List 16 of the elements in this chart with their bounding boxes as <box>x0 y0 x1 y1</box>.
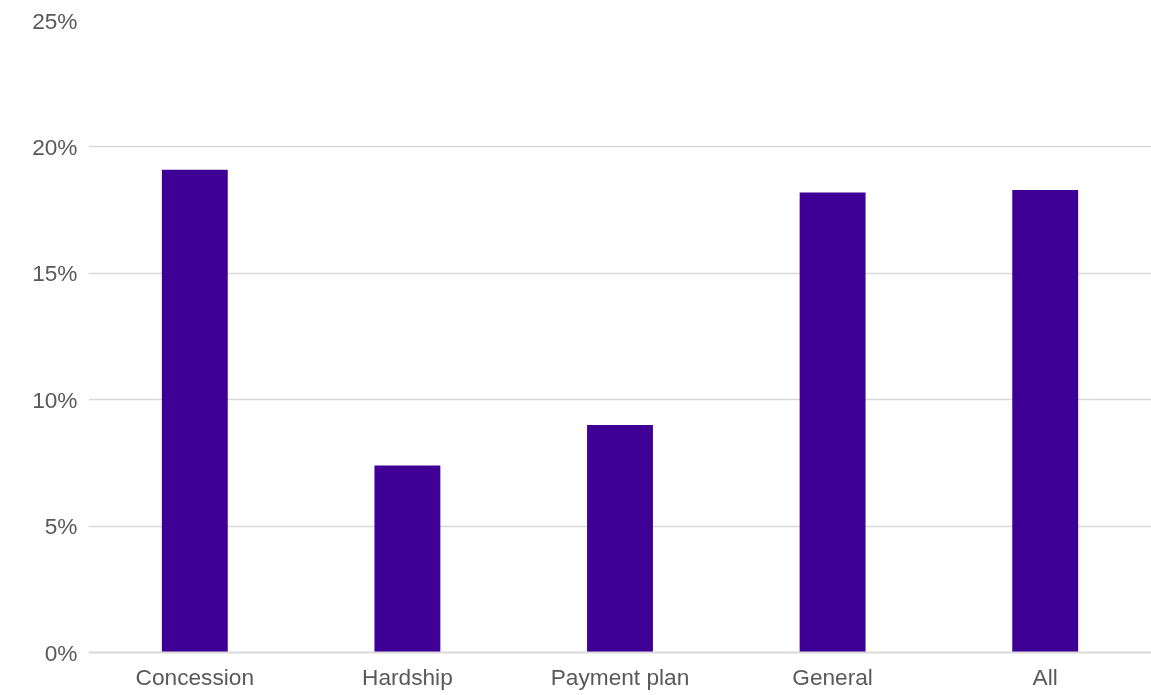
x-tick-label: Hardship <box>362 663 453 690</box>
y-tick-label: 25% <box>32 7 78 34</box>
y-tick-label: 5% <box>44 513 78 540</box>
x-tick-label: General <box>792 663 873 690</box>
bar <box>374 465 441 653</box>
x-tick-label: All <box>1032 663 1058 690</box>
bar <box>161 169 228 653</box>
y-tick-label: 10% <box>32 386 78 413</box>
x-tick-label: Payment plan <box>550 663 690 690</box>
bar <box>587 424 653 653</box>
y-tick-label: 20% <box>32 133 78 160</box>
y-tick-label: 15% <box>32 260 78 287</box>
y-tick-label: 0% <box>44 639 78 666</box>
bar <box>1012 189 1079 653</box>
bar <box>799 192 866 653</box>
x-tick-label: Concession <box>135 663 254 690</box>
